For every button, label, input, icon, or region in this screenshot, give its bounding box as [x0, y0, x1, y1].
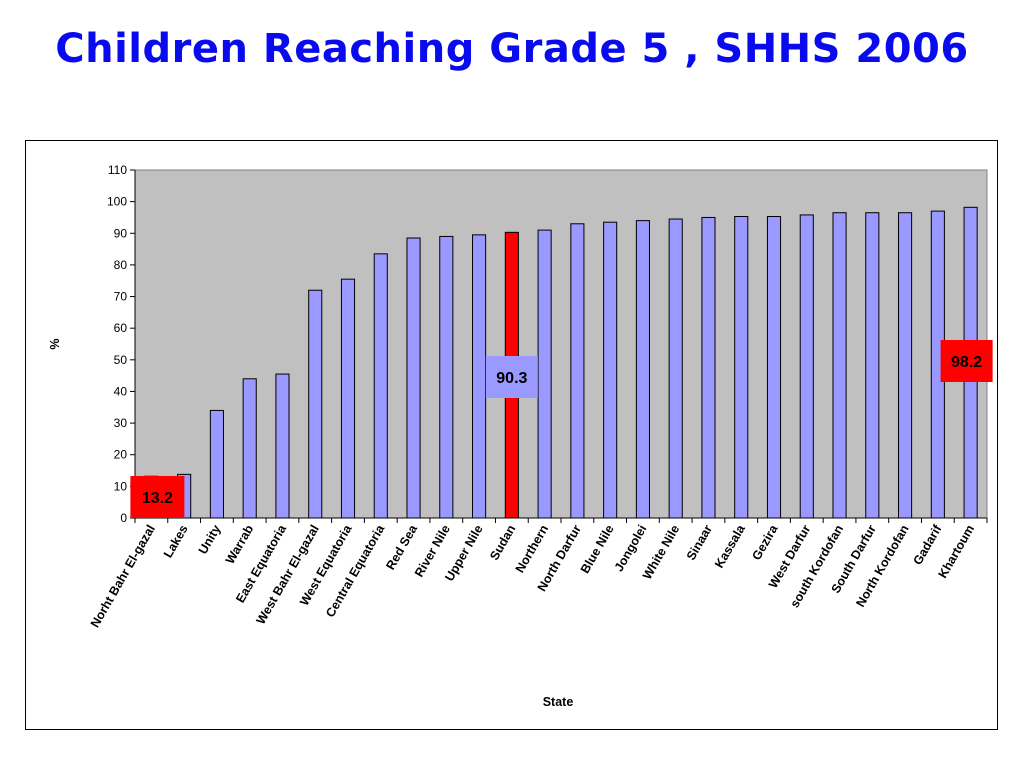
- bar-unity: [209, 409, 224, 519]
- y-tick-label: 0: [120, 511, 127, 525]
- x-tick-label: Blue Nile: [578, 522, 617, 575]
- y-axis-title: %: [48, 338, 62, 349]
- y-tick-label: 70: [114, 290, 128, 304]
- x-tick-label: Central Equatoria: [323, 522, 388, 620]
- x-tick-label: Red Sea: [383, 522, 420, 573]
- x-tick-label: Gezira: [749, 522, 781, 563]
- x-tick-label: Sudan: [487, 523, 518, 563]
- bar-east-equatoria: [275, 373, 290, 519]
- bar-west-equatoria: [340, 278, 356, 519]
- callout-label: 90.3: [496, 370, 527, 387]
- callout-label: 98.2: [951, 354, 982, 371]
- x-tick-label: Lakes: [161, 522, 191, 560]
- callout-label: 13.2: [142, 490, 173, 507]
- y-tick-label: 40: [114, 384, 128, 398]
- y-tick-label: 110: [108, 163, 127, 177]
- y-tick-label: 30: [114, 416, 128, 430]
- slide-title: Children Reaching Grade 5 , SHHS 2006: [55, 26, 969, 72]
- bar-sinaar: [701, 216, 716, 519]
- x-axis-ticks: Norht Bahr El-gazal Lakes Unity WarrabEast …: [88, 518, 988, 630]
- callouts: 13.2 90.3 98.2: [130, 340, 993, 518]
- y-tick-label: 80: [114, 258, 128, 272]
- x-tick-label: Unity: [196, 522, 224, 556]
- callout-box: [940, 340, 993, 382]
- y-tick-label: 90: [114, 226, 128, 240]
- bar-jongolei: [635, 220, 650, 519]
- bar-west-bahr-el-gazal: [308, 289, 323, 519]
- bar-chart: 0 10 20 30 40 50 60 70 80 90 100 110 Norht Bahr El-…: [48, 163, 993, 709]
- x-axis-title: State: [543, 695, 574, 709]
- y-tick-label: 20: [114, 448, 128, 462]
- y-axis-ticks: 0 10 20 30 40 50 60 70 80 90 100 110: [107, 163, 135, 525]
- x-tick-label: Norht Bahr El-gazal: [88, 523, 158, 630]
- x-tick-label: Gadarif: [910, 522, 944, 568]
- bar-river-nile: [439, 235, 454, 519]
- bar-red-sea: [406, 237, 421, 519]
- callout-box: [485, 356, 538, 398]
- y-tick-label: 60: [114, 321, 128, 335]
- bar-central-equatoria: [373, 253, 388, 519]
- bar-upper-nile: [472, 234, 487, 519]
- x-tick-label: Warrab: [223, 522, 257, 566]
- bar-west-darfur: [799, 214, 814, 519]
- bar-northern: [537, 229, 552, 519]
- bar-kassala: [734, 216, 749, 519]
- y-tick-label: 10: [114, 479, 128, 493]
- plot-area: [134, 169, 988, 519]
- y-tick-label: 100: [107, 195, 127, 209]
- bar-blue-nile: [603, 221, 618, 519]
- x-tick-label: Sinaar: [684, 522, 715, 562]
- callout-box: [130, 476, 185, 518]
- bar-north-darfur: [570, 223, 585, 519]
- bar-north-kordofan: [898, 212, 913, 519]
- y-tick-label: 50: [114, 353, 128, 367]
- bar-white-nile: [668, 218, 683, 519]
- chart-frame: 0 10 20 30 40 50 60 70 80 90 100 110 Norht Bahr El-…: [25, 140, 998, 730]
- bar-south-kordofan: [832, 212, 847, 519]
- bar-gezira: [766, 216, 782, 519]
- bar-warrab: [242, 378, 257, 519]
- x-tick-label: Kassala: [712, 522, 748, 571]
- bar-south-darfur: [865, 212, 880, 519]
